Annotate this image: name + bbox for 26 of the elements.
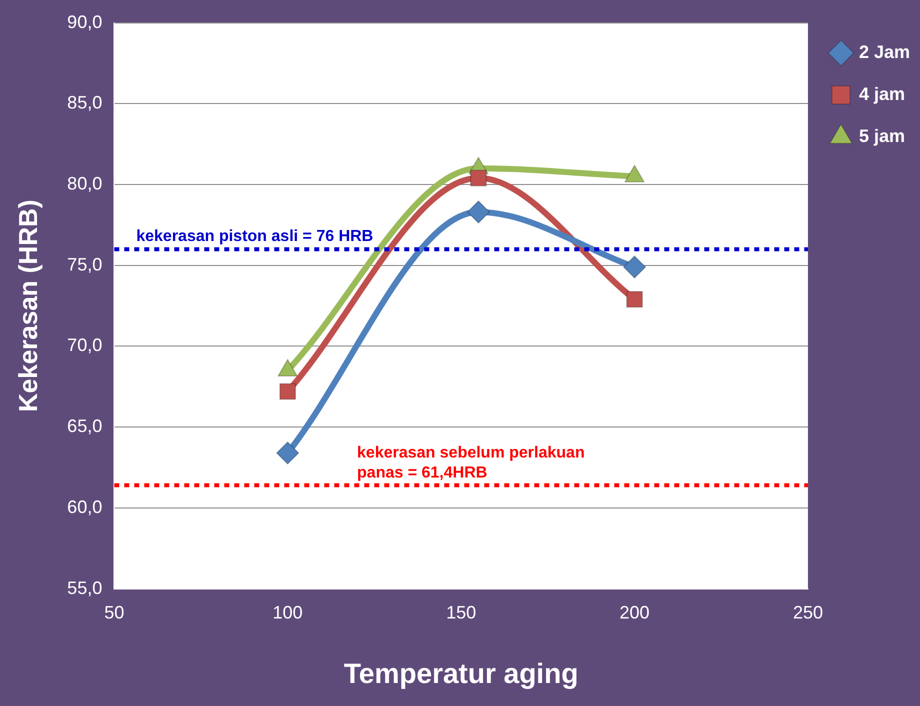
y-tick-label: 85,0 xyxy=(67,92,102,113)
point xyxy=(276,441,300,464)
y-tick-label: 75,0 xyxy=(67,254,102,274)
x-axis-title: Temperatur aging xyxy=(344,658,578,689)
ref-line-label: kekerasan sebelum perlakuan panas = 61,4HRB xyxy=(357,444,585,482)
point xyxy=(626,291,643,308)
x-tick-label: 50 xyxy=(104,602,124,623)
y-tick-label: 65,0 xyxy=(67,416,102,436)
x-tick-label: 200 xyxy=(620,602,650,623)
y-tick-label: 55,0 xyxy=(67,578,102,598)
x-tick-label: 250 xyxy=(792,602,823,623)
legend-label: 5 jam xyxy=(858,126,905,146)
y-axis-title: Kekerasan (HRB) xyxy=(12,200,43,412)
x-tick-label: 150 xyxy=(446,602,476,623)
point xyxy=(470,170,487,186)
y-tick-label: 70,0 xyxy=(67,335,102,356)
point xyxy=(466,200,490,224)
point xyxy=(279,383,296,400)
point xyxy=(623,255,646,278)
x-tick-label: 100 xyxy=(272,602,303,623)
y-tick-label: 60,0 xyxy=(67,496,102,517)
legend-label: 2 Jam xyxy=(858,42,910,62)
ref-line-label: kekerasan piston asli = 76 HRB xyxy=(136,228,374,246)
y-tick-label: 80,0 xyxy=(67,173,102,194)
legend-label: 4 jam xyxy=(858,84,905,104)
y-tick-label: 90,0 xyxy=(67,12,102,32)
